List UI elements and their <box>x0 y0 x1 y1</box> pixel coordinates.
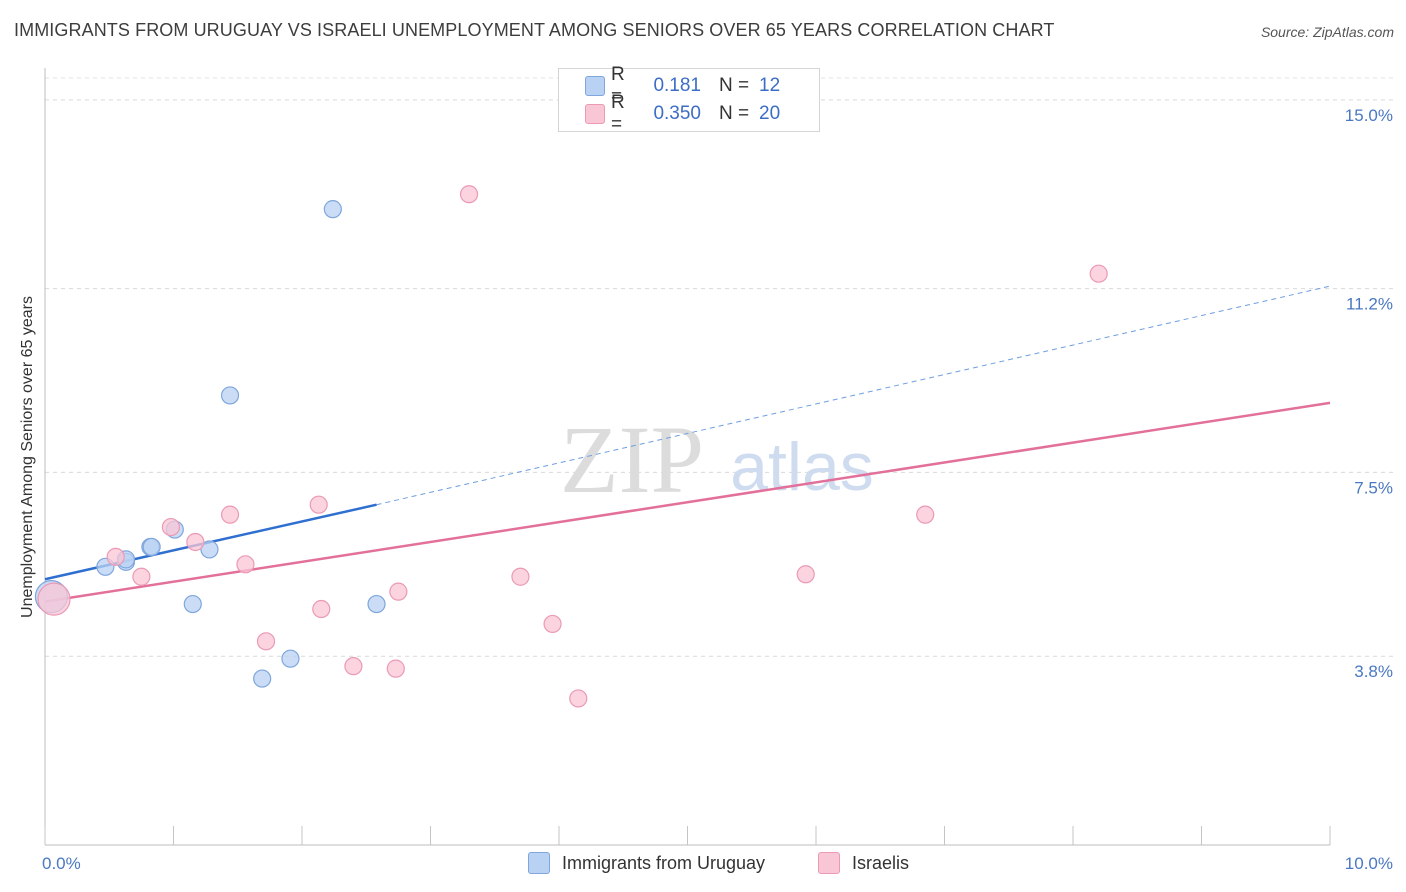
data-point-israelis <box>132 567 151 586</box>
data-point-uruguay <box>253 669 272 688</box>
y-tick-label: 3.8% <box>1354 662 1393 681</box>
y-tick-label: 7.5% <box>1354 478 1393 497</box>
data-point-israelis <box>389 582 408 601</box>
chart-title: IMMIGRANTS FROM URUGUAY VS ISRAELI UNEMP… <box>14 20 1055 40</box>
legend-item-israelis[interactable]: Israelis <box>818 852 909 874</box>
y-tick-label: 11.2% <box>1346 295 1393 314</box>
data-point-israelis <box>37 582 71 616</box>
legend-row-israelis: R = 0.350 N = 20 <box>585 92 781 135</box>
points-layer <box>34 185 1108 708</box>
x-tick-label: 0.0% <box>42 854 81 873</box>
data-point-israelis <box>1089 264 1108 283</box>
watermark-zip: ZIP <box>560 406 704 513</box>
y-tick-label: 15.0% <box>1345 106 1393 125</box>
legend-n-label: N = <box>719 103 750 124</box>
data-point-israelis <box>916 505 935 524</box>
legend-swatch-israelis <box>818 852 840 874</box>
data-point-israelis <box>106 547 125 566</box>
stats-legend: R = 0.181 N = 12 R = 0.350 N = 20 <box>558 64 820 135</box>
axis-layer <box>44 68 1331 846</box>
data-point-uruguay <box>142 537 161 557</box>
legend-label-uruguay: Immigrants from Uruguay <box>562 852 766 873</box>
data-point-israelis <box>161 517 181 537</box>
watermark: ZIP atlas <box>560 406 874 513</box>
x-tick-label: 10.0% <box>1345 854 1393 873</box>
data-point-israelis <box>344 657 363 676</box>
legend-n-value: 12 <box>759 75 781 96</box>
data-point-israelis <box>309 495 328 514</box>
trend-line-israelis <box>44 401 1331 603</box>
data-point-israelis <box>256 632 276 651</box>
legend-label-israelis: Israelis <box>852 852 910 873</box>
source-label: Source: ZipAtlas.com <box>1260 24 1394 40</box>
legend-r-label: R = <box>611 64 625 107</box>
data-point-israelis <box>569 689 588 708</box>
data-point-israelis <box>220 505 240 524</box>
tick-label-layer: 3.8% 7.5% 11.2% 15.0% 0.0% 10.0% <box>42 106 1393 873</box>
data-point-uruguay <box>323 200 342 219</box>
data-point-uruguay <box>367 594 386 614</box>
data-point-israelis <box>236 555 255 574</box>
data-point-israelis <box>511 567 530 586</box>
legend-r-value: 0.350 <box>653 103 701 124</box>
data-point-israelis <box>459 185 479 204</box>
data-point-uruguay <box>183 594 202 614</box>
legend-n-value: 20 <box>759 103 781 124</box>
data-point-israelis <box>312 599 331 619</box>
watermark-atlas: atlas <box>730 429 874 505</box>
legend-row-uruguay: R = 0.181 N = 12 <box>585 64 781 107</box>
trend-line-uruguay-extrapolated <box>376 285 1331 506</box>
data-point-israelis <box>796 565 815 584</box>
data-point-uruguay <box>200 540 219 559</box>
legend-r-value: 0.181 <box>653 75 701 96</box>
data-point-israelis <box>186 532 205 552</box>
legend-n-label: N = <box>719 75 750 96</box>
legend-item-uruguay[interactable]: Immigrants from Uruguay <box>528 852 765 874</box>
data-point-israelis <box>386 659 405 678</box>
data-point-uruguay <box>281 649 300 668</box>
legend-swatch-uruguay <box>585 76 605 96</box>
data-point-uruguay <box>220 386 240 405</box>
series-legend: Immigrants from Uruguay Israelis <box>0 852 1406 878</box>
legend-swatch-uruguay <box>528 852 550 874</box>
legend-r-label: R = <box>611 92 625 135</box>
data-point-israelis <box>543 614 562 634</box>
legend-swatch-israelis <box>585 104 605 124</box>
